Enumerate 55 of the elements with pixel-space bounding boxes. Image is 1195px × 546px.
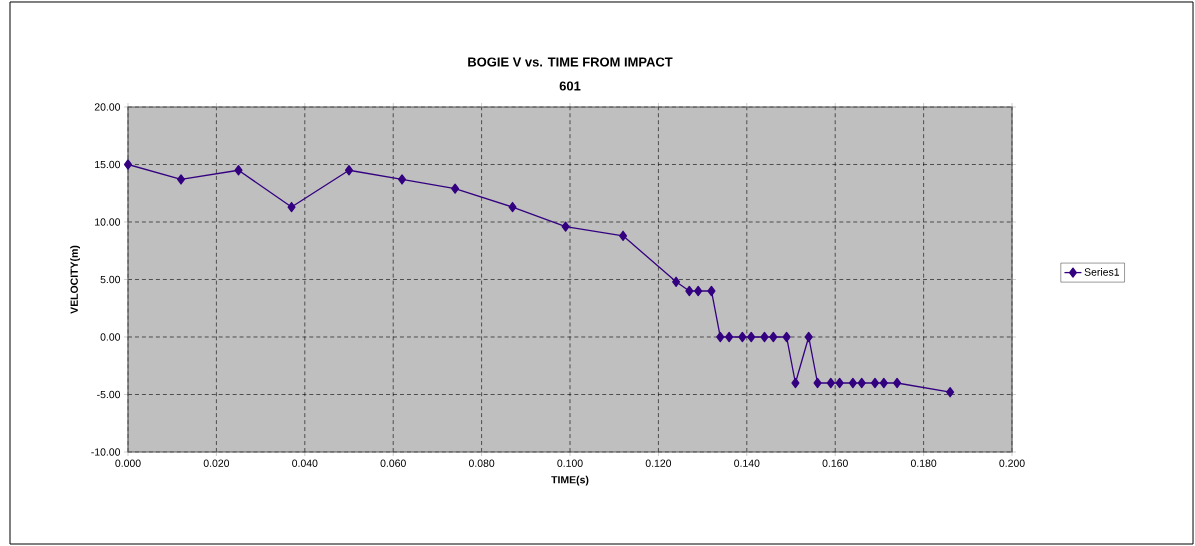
point: [725, 331, 734, 343]
x-tick-label: 0.000: [115, 459, 141, 467]
y-tick-label: -5.00: [97, 390, 121, 399]
point: [857, 377, 866, 389]
point: [685, 285, 694, 297]
point: [738, 331, 747, 343]
y-axis-title: VELOCITY(m): [70, 245, 80, 314]
point: [879, 377, 888, 389]
point: [707, 285, 716, 297]
point: [769, 331, 778, 343]
point: [672, 276, 681, 287]
point: [561, 221, 570, 232]
point: [287, 201, 296, 213]
point: [747, 331, 756, 343]
x-tick-label: 0.040: [292, 459, 318, 467]
x-tick-label: 0.080: [468, 459, 495, 467]
chart-title: BOGIE V vs. TIME FROM IMPACT: [468, 57, 673, 67]
point: [398, 174, 407, 185]
y-tick-label: -10.00: [91, 448, 121, 456]
y-tick-label: 0.00: [100, 333, 121, 341]
point: [451, 183, 460, 194]
point: [508, 201, 517, 213]
x-tick-label: 0.020: [203, 459, 230, 467]
chart-subtitle: 601: [559, 81, 581, 91]
point: [826, 377, 835, 389]
y-tick-label: 5.00: [100, 275, 121, 284]
x-tick-label: 0.120: [645, 459, 672, 467]
point: [760, 331, 769, 343]
point: [123, 159, 133, 170]
x-tick-label: 0.180: [910, 459, 937, 467]
legend-label: Series1: [1084, 268, 1120, 276]
x-tick-label: 0.200: [999, 459, 1025, 467]
point: [804, 331, 813, 343]
point: [782, 331, 791, 343]
x-axis-title: TIME(s): [551, 475, 589, 486]
point: [791, 377, 800, 389]
point: [234, 165, 243, 176]
x-tick-label: 0.100: [557, 459, 583, 467]
point: [177, 174, 186, 185]
point: [619, 230, 628, 241]
y-tick-label: 10.00: [95, 218, 121, 226]
point: [813, 377, 822, 389]
x-tick-label: 0.060: [380, 459, 406, 467]
point: [870, 377, 880, 389]
y-tick-label: 20.00: [94, 103, 121, 111]
point: [835, 377, 844, 389]
point: [344, 165, 354, 176]
y-tick-label: 15.00: [95, 160, 121, 169]
point: [946, 387, 955, 398]
point: [848, 377, 857, 389]
x-tick-label: 0.140: [734, 459, 760, 467]
point: [694, 285, 703, 297]
x-tick-label: 0.160: [822, 459, 848, 467]
point: [716, 331, 725, 343]
point: [893, 377, 902, 389]
